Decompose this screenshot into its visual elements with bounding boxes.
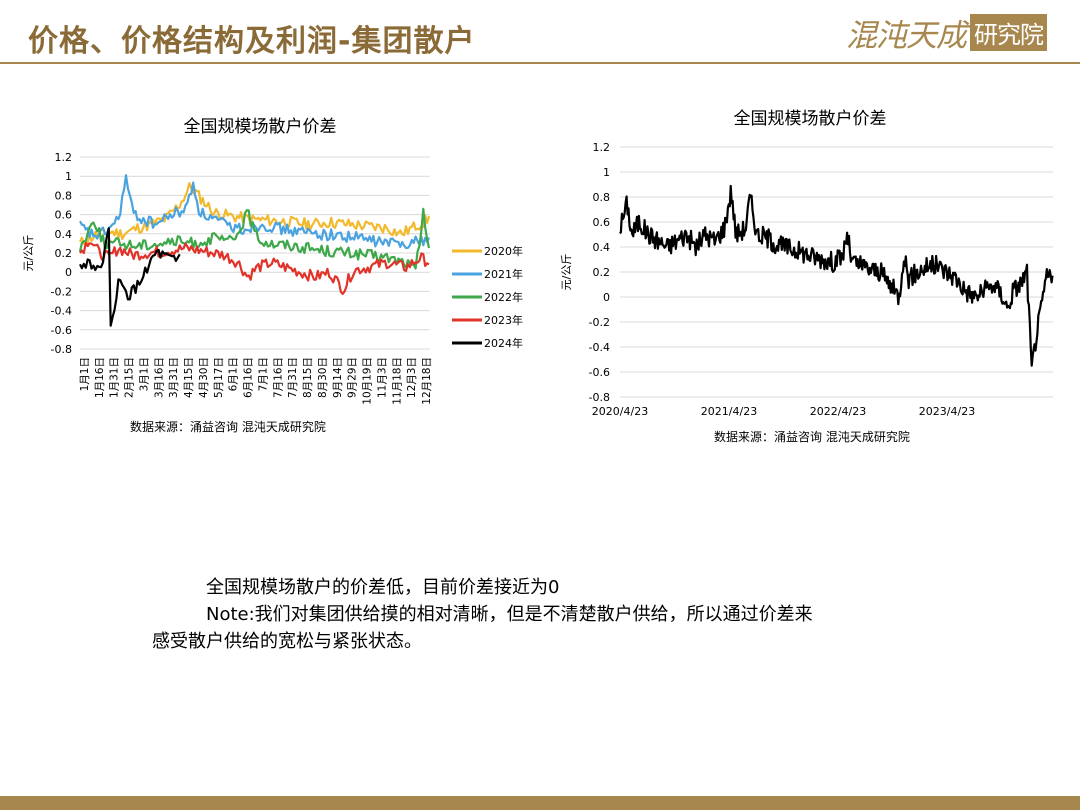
chart1-series-line — [79, 241, 430, 295]
chart1-ytick-label: -0.6 — [51, 324, 72, 337]
chart1-series-line — [79, 227, 181, 327]
chart1-series-line — [79, 174, 431, 250]
footer-bar — [0, 796, 1080, 810]
summary-line: 全国规模场散户的价差低，目前价差接近为0 — [206, 577, 560, 598]
chart2-xtick-label: 2023/4/23 — [919, 405, 975, 418]
chart1-ytick-label: -0.2 — [51, 285, 72, 298]
chart1-xtick-label: 11月3日 — [376, 357, 388, 398]
chart1-xtick-label: 9月14日 — [332, 357, 344, 398]
chart1-xtick-label: 2月15日 — [124, 357, 136, 398]
chart2-ytick-label: -0.2 — [589, 316, 610, 329]
chart2-ytick-label: 0.4 — [593, 241, 611, 254]
chart1-xtick-label: 3月31日 — [168, 357, 180, 398]
chart1-ytick-label: -0.4 — [51, 305, 72, 318]
chart2-ytick-label: 1.2 — [593, 141, 611, 154]
chart1-xtick-label: 7月16日 — [272, 357, 284, 398]
logo-box-text: 研究院 — [970, 13, 1047, 51]
chart1-xtick-label: 12月18日 — [421, 357, 433, 405]
chart1-xtick-label: 8月30日 — [317, 357, 329, 398]
chart2-xtick-label: 2020/4/23 — [592, 405, 648, 418]
chart2-ytick-label: 0.6 — [593, 216, 611, 229]
chart1-xtick-label: 8月15日 — [302, 357, 314, 398]
chart2-ytick-label: 1 — [603, 166, 610, 179]
chart1-source: 数据来源：涌益咨询 混沌天成研究院 — [130, 420, 326, 434]
note-line-continued: 感受散户供给的宽松与紧张状态。 — [152, 631, 422, 652]
chart1-xtick-label: 4月15日 — [183, 357, 195, 398]
chart1-xtick-label: 1月31日 — [109, 357, 121, 398]
chart1-xtick-label: 1月16日 — [94, 357, 106, 398]
chart1-title: 全国规模场散户价差 — [183, 117, 337, 137]
chart2-ytick-label: -0.8 — [589, 391, 610, 404]
chart1-series-line — [78, 207, 431, 270]
chart1-xtick-label: 3月16日 — [153, 357, 165, 398]
chart1-legend-label: 2022年 — [484, 290, 523, 304]
chart2-series-line — [619, 184, 1054, 367]
chart1-series-line — [79, 182, 431, 246]
chart1-xtick-label: 7月1日 — [257, 357, 269, 391]
chart2-xtick-label: 2021/4/23 — [701, 405, 757, 418]
chart2-ytick-label: -0.4 — [589, 341, 610, 354]
chart1-xtick-label: 10月19日 — [362, 357, 374, 405]
chart1-xtick-label: 5月17日 — [213, 357, 225, 398]
chart1-legend-label: 2023年 — [484, 313, 523, 327]
chart1-xtick-label: 12月3日 — [406, 357, 418, 398]
chart1-ytick-label: 0.2 — [55, 247, 73, 260]
chart2-ytick-label: -0.6 — [589, 366, 610, 379]
chart2-source: 数据来源：涌益咨询 混沌天成研究院 — [714, 430, 910, 444]
chart1-legend-label: 2021年 — [484, 267, 523, 281]
logo-main-text: 混沌天成 — [846, 17, 967, 54]
chart1-ytick-label: 0.6 — [55, 209, 73, 222]
chart2-ytick-label: 0.8 — [593, 191, 611, 204]
chart1-xtick-label: 7月31日 — [287, 357, 299, 398]
chart1-xtick-label: 9月29日 — [347, 357, 359, 398]
chart1-ytick-label: -0.8 — [51, 343, 72, 356]
chart2-ytick-label: 0.2 — [593, 266, 611, 279]
chart2-ytick-label: 0 — [603, 291, 610, 304]
chart1-xtick-label: 1月1日 — [79, 357, 91, 391]
chart1-ytick-label: 0.8 — [55, 189, 73, 202]
chart1-xtick-label: 3月1日 — [138, 357, 150, 391]
chart1-ytick-label: 1.2 — [55, 151, 73, 164]
chart2-title: 全国规模场散户价差 — [733, 109, 887, 129]
chart1-legend-label: 2024年 — [484, 336, 523, 350]
chart1-ytick-label: 0.4 — [55, 228, 73, 241]
chart1-svg: 1.2 1 0.8 0.6 0.4 0.2 0 -0.2 -0.4 -0.6 -0.8 元/公斤 1月1… — [22, 151, 523, 405]
chart2-xtick-label: 2022/4/23 — [810, 405, 866, 418]
chart1-legend-label: 2020年 — [484, 244, 523, 258]
chart1-xtick-label: 4月30日 — [198, 357, 210, 398]
header-rule — [0, 62, 1080, 64]
chart2-ylabel: 元/公斤 — [560, 254, 573, 291]
page-title: 价格、价格结构及利润-集团散户 — [28, 24, 476, 59]
chart1-xtick-label: 11月18日 — [391, 357, 403, 405]
chart1-xtick-label: 6月16日 — [243, 357, 255, 398]
note-line: Note:我们对集团供给摸的相对清晰，但是不清楚散户供给，所以通过价差来 — [206, 604, 813, 625]
chart2-svg: 1.2 1 0.8 0.6 0.4 0.2 0 -0.2 -0.4 -0.6 -0.8 元/公斤 202… — [560, 141, 1054, 418]
chart1-ylabel: 元/公斤 — [22, 235, 35, 272]
company-logo: 混沌天成 研究院 — [846, 12, 1047, 54]
chart1-ytick-label: 1 — [65, 170, 72, 183]
chart1-xtick-label: 6月1日 — [228, 357, 240, 391]
chart1-ytick-label: 0 — [65, 266, 72, 279]
